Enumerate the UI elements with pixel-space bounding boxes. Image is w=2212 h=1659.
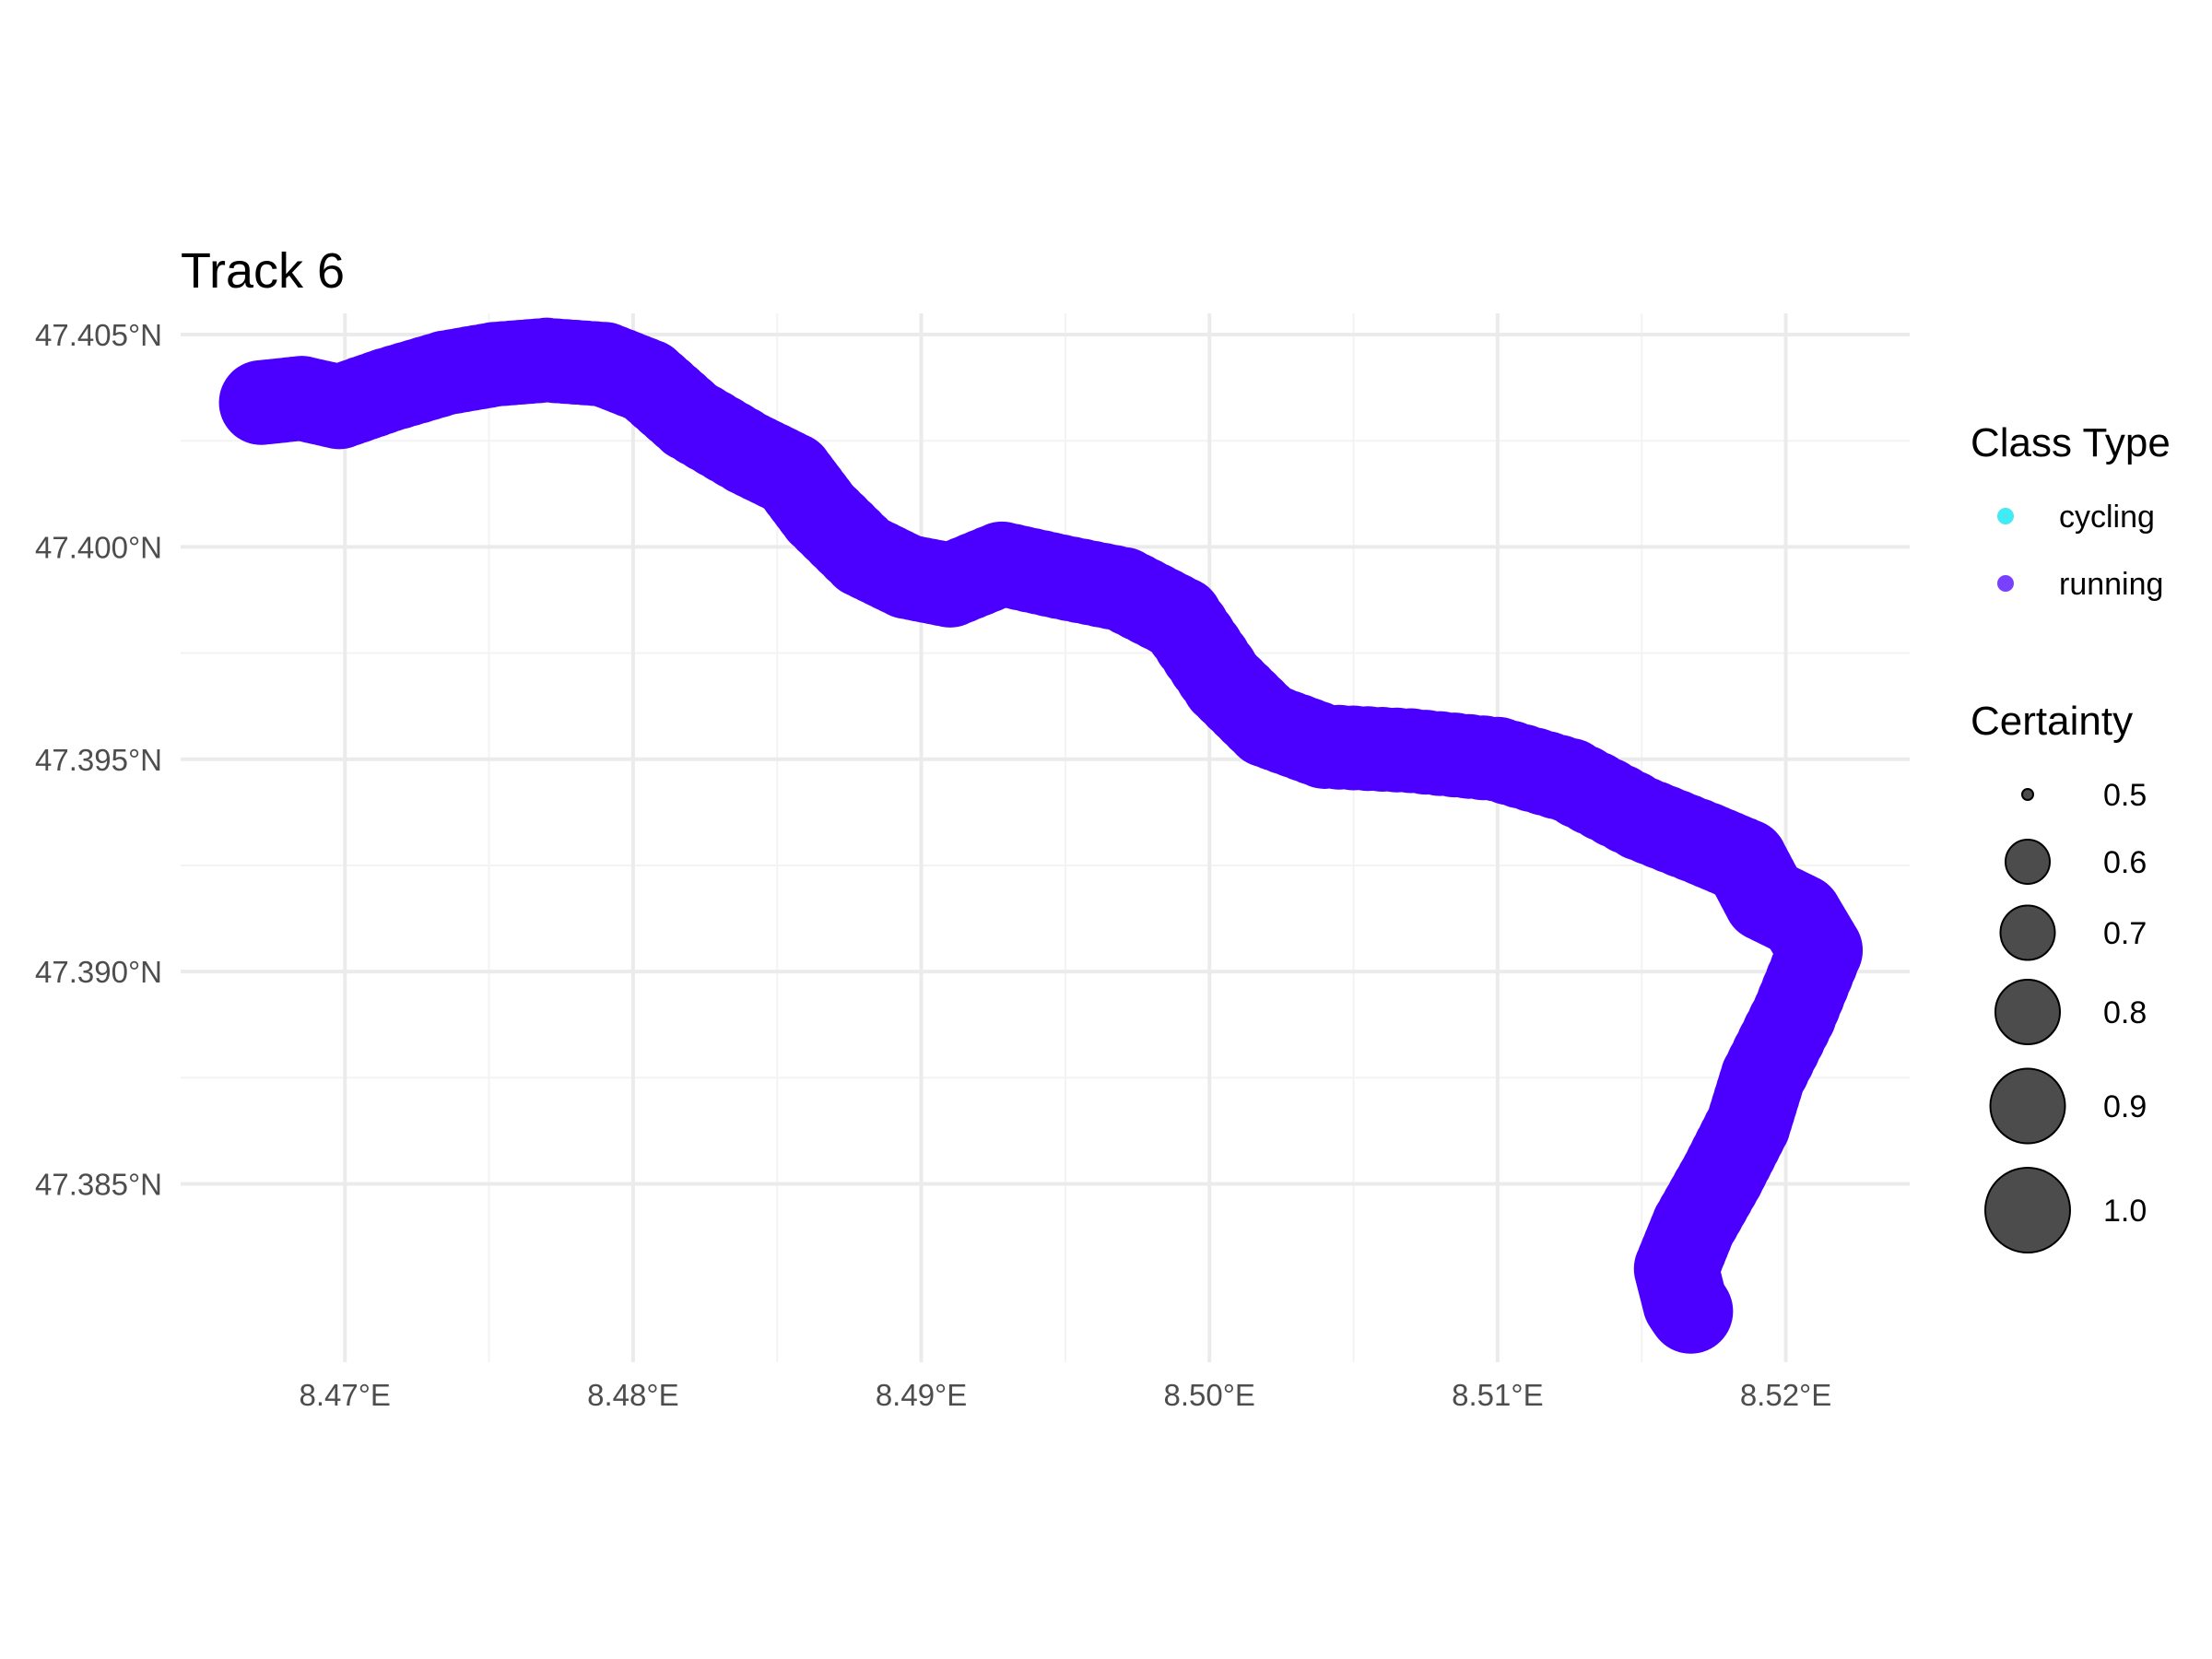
x-tick-label: 8.50°E bbox=[1164, 1378, 1255, 1412]
x-tick-label: 8.49°E bbox=[876, 1378, 967, 1412]
legend-key-running bbox=[1997, 575, 2014, 592]
size-key bbox=[2021, 788, 2034, 801]
x-tick-label: 8.51°E bbox=[1452, 1378, 1543, 1412]
size-label: 0.8 bbox=[2103, 995, 2147, 1030]
x-tick-label: 8.48°E bbox=[587, 1378, 678, 1412]
y-tick-label: 47.390°N bbox=[35, 955, 162, 989]
size-key bbox=[1994, 979, 2061, 1045]
grid-lines bbox=[181, 313, 1910, 1362]
size-legend-title: Certainty bbox=[1971, 699, 2133, 744]
y-tick-label: 47.405°N bbox=[35, 318, 162, 352]
x-tick-labels: 8.47°E 8.48°E 8.49°E 8.50°E 8.51°E 8.52°E bbox=[300, 1378, 1832, 1412]
size-key bbox=[1999, 904, 2056, 961]
legend-key-cycling bbox=[1997, 508, 2014, 524]
color-legend-title: Class Type bbox=[1971, 420, 2171, 465]
size-label: 0.7 bbox=[2103, 916, 2147, 951]
color-legend: Class Type cycling running bbox=[1971, 420, 2171, 602]
y-tick-label: 47.395°N bbox=[35, 743, 162, 777]
size-key bbox=[1984, 1167, 2071, 1253]
chart-title: Track 6 bbox=[181, 243, 345, 299]
size-key bbox=[2005, 839, 2051, 885]
size-key bbox=[1989, 1067, 2066, 1145]
size-label: 0.6 bbox=[2103, 845, 2147, 880]
x-tick-label: 8.47°E bbox=[300, 1378, 391, 1412]
x-tick-label: 8.52°E bbox=[1740, 1378, 1831, 1412]
track-points bbox=[218, 317, 1864, 1354]
size-label: 0.9 bbox=[2103, 1089, 2147, 1124]
size-label: 1.0 bbox=[2103, 1194, 2147, 1229]
y-tick-label: 47.385°N bbox=[35, 1167, 162, 1201]
legend-label-running: running bbox=[2059, 567, 2163, 602]
legend-label-cycling: cycling bbox=[2059, 500, 2155, 535]
size-legend: Certainty 0.5 0.6 0.7 0.8 0.9 1.0 bbox=[1971, 699, 2147, 1253]
y-tick-labels: 47.385°N 47.390°N 47.395°N 47.400°N 47.405°N bbox=[35, 318, 162, 1201]
track-point bbox=[1648, 1268, 1734, 1354]
size-label: 0.5 bbox=[2103, 778, 2147, 813]
y-tick-label: 47.400°N bbox=[35, 530, 162, 564]
